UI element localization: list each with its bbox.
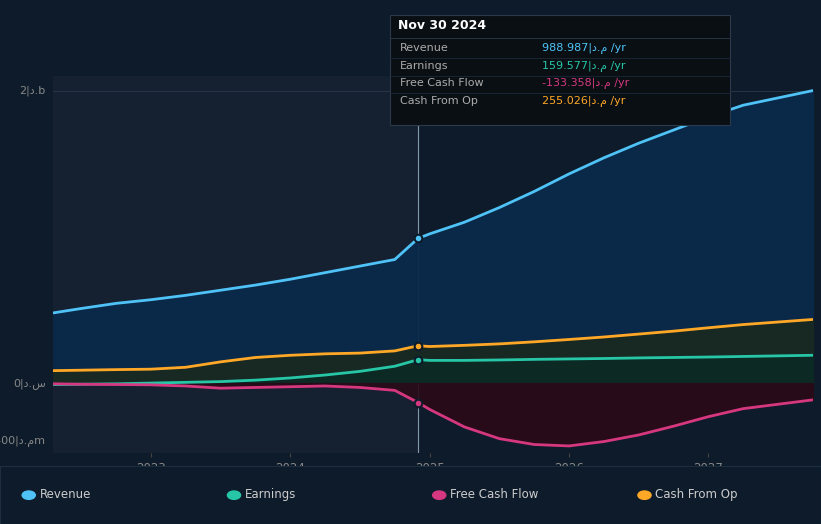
Text: Past: Past: [390, 59, 415, 72]
Text: Earnings: Earnings: [400, 61, 448, 71]
Text: Analysts Forecasts: Analysts Forecasts: [425, 59, 535, 72]
Text: Cash From Op: Cash From Op: [400, 96, 478, 106]
Text: Free Cash Flow: Free Cash Flow: [450, 488, 539, 501]
Text: 159.577|د.م /yr: 159.577|د.م /yr: [542, 61, 626, 72]
Text: 988.987|د.م /yr: 988.987|د.م /yr: [542, 43, 626, 54]
Bar: [418, 76, 813, 453]
Text: Nov 30 2024: Nov 30 2024: [398, 19, 486, 32]
Text: 255.026|د.م /yr: 255.026|د.م /yr: [542, 96, 626, 107]
Text: Earnings: Earnings: [245, 488, 296, 501]
Text: Cash From Op: Cash From Op: [655, 488, 737, 501]
Text: -133.358|د.م /yr: -133.358|د.م /yr: [542, 78, 629, 89]
Text: -400|د.مm: -400|د.مm: [0, 436, 46, 447]
Text: Revenue: Revenue: [400, 43, 448, 53]
Text: Free Cash Flow: Free Cash Flow: [400, 78, 484, 88]
Text: 2|د.b: 2|د.b: [20, 85, 46, 96]
Text: Revenue: Revenue: [39, 488, 91, 501]
Bar: [53, 76, 418, 453]
Text: 0|د.س: 0|د.س: [13, 378, 46, 389]
